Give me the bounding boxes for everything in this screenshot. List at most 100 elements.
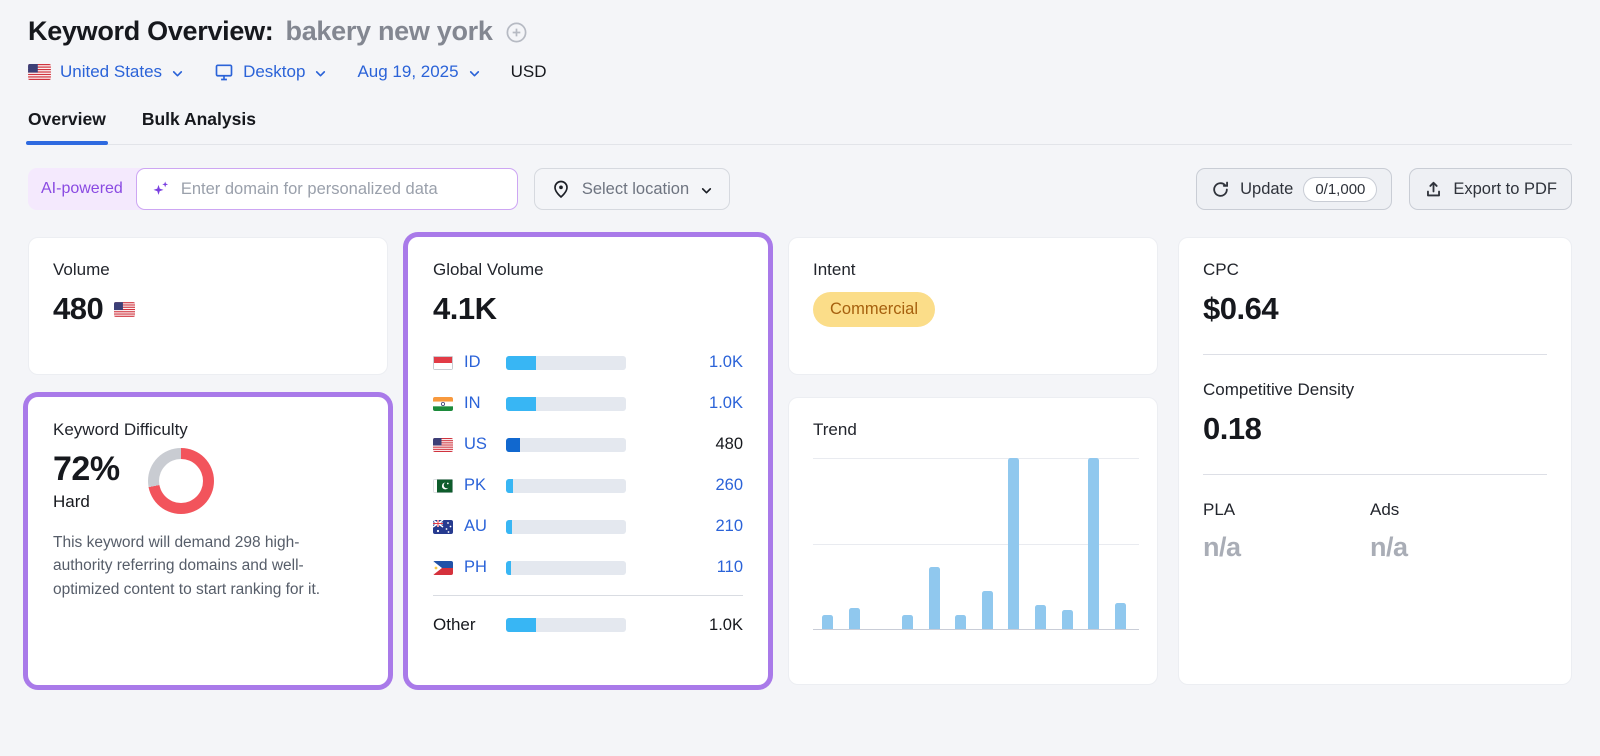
desktop-icon: [214, 62, 234, 82]
page-keyword: bakery new york: [285, 16, 493, 46]
country-code-link[interactable]: PK: [464, 476, 487, 494]
keyword-difficulty-level: Hard: [53, 492, 90, 511]
currency-label: USD: [510, 62, 547, 81]
flag-ph-icon: [433, 560, 453, 575]
trend-bar: [928, 567, 940, 629]
global-volume-row-au: AU 210: [433, 506, 743, 547]
divider: [433, 595, 743, 596]
country-volume-value[interactable]: 1.0K: [709, 353, 743, 371]
country-volume-bar: [506, 355, 626, 370]
trend-bar: [848, 608, 860, 629]
country-code-link[interactable]: US: [464, 435, 487, 453]
other-label: Other: [433, 615, 476, 634]
column-volume: Volume 480 Keyword Difficulty 72% Hard: [28, 237, 388, 685]
domain-input[interactable]: [180, 179, 503, 199]
country-code-link[interactable]: AU: [464, 517, 487, 535]
cpc-card: CPC $0.64 Competitive Density 0.18 PLA n…: [1178, 237, 1572, 685]
global-volume-row-id: ID 1.0K: [433, 342, 743, 383]
trend-bars: [815, 458, 1133, 629]
export-icon: [1424, 180, 1443, 199]
pla-value: n/a: [1203, 532, 1241, 562]
us-flag-icon: [114, 301, 136, 317]
gridline: [813, 544, 1139, 545]
intent-card: Intent Commercial: [788, 237, 1158, 375]
trend-bar: [822, 615, 833, 629]
date-selector-label: Aug 19, 2025: [357, 62, 459, 81]
gridline: [813, 458, 1139, 459]
metrics-grid: Volume 480 Keyword Difficulty 72% Hard: [28, 237, 1572, 685]
volume-title: Volume: [53, 260, 110, 279]
trend-bar: [1088, 458, 1100, 629]
add-keyword-icon[interactable]: [505, 21, 528, 44]
country-code-link[interactable]: PH: [464, 558, 487, 576]
country-volume-bar: [506, 560, 626, 575]
trend-bar: [981, 591, 993, 629]
global-volume-row-pk: PK 260: [433, 465, 743, 506]
update-button[interactable]: Update 0/1,000: [1196, 168, 1393, 210]
us-flag-icon: [28, 64, 51, 80]
select-location-label: Select location: [581, 179, 690, 198]
cpc-value: $0.64: [1203, 291, 1279, 326]
country-volume-value[interactable]: 260: [715, 476, 743, 494]
intent-title: Intent: [813, 260, 856, 279]
column-global-volume: Global Volume 4.1K ID 1.0K IN 1.0K US 480 PK 26…: [408, 237, 768, 685]
trend-chart: [813, 458, 1139, 630]
country-code-link[interactable]: IN: [464, 394, 481, 412]
axis-line: [813, 629, 1139, 630]
refresh-icon: [1211, 180, 1230, 199]
select-location-dropdown[interactable]: Select location: [533, 168, 731, 210]
chevron-down-icon: [700, 184, 713, 197]
flag-in-icon: [433, 396, 453, 411]
pla-block: PLA n/a: [1203, 500, 1370, 563]
tab-overview[interactable]: Overview: [26, 109, 108, 145]
column-intent-trend: Intent Commercial Trend: [788, 237, 1158, 685]
device-selector-label: Desktop: [243, 62, 306, 81]
keyword-difficulty-title: Keyword Difficulty: [53, 420, 188, 439]
country-volume-value[interactable]: 1.0K: [709, 394, 743, 412]
global-volume-rows: ID 1.0K IN 1.0K US 480 PK 260 AU 210 PH 110: [433, 342, 743, 588]
ads-block: Ads n/a: [1370, 500, 1537, 563]
chevron-down-icon: [468, 67, 481, 80]
trend-title: Trend: [813, 420, 857, 439]
country-selector[interactable]: United States: [28, 62, 184, 82]
country-code-link[interactable]: ID: [464, 353, 481, 371]
divider: [1203, 474, 1547, 475]
country-volume-value[interactable]: 210: [715, 517, 743, 535]
keyword-difficulty-card: Keyword Difficulty 72% Hard This keyword…: [28, 397, 388, 685]
trend-bar: [901, 615, 913, 629]
ads-value: n/a: [1370, 532, 1408, 562]
country-volume-bar: [506, 519, 626, 534]
flag-au-icon: [433, 519, 453, 534]
competitive-density-title: Competitive Density: [1203, 380, 1355, 399]
update-quota-badge: 0/1,000: [1303, 176, 1378, 202]
other-bar-fill: [506, 618, 536, 632]
global-volume-row-us: US 480: [433, 424, 743, 465]
export-pdf-button[interactable]: Export to PDF: [1409, 168, 1572, 210]
global-volume-title: Global Volume: [433, 260, 544, 279]
update-label: Update: [1240, 179, 1294, 198]
country-volume-bar: [506, 437, 626, 452]
toolbar: AI-powered Select location Update 0/1,00: [28, 168, 1572, 210]
date-selector[interactable]: Aug 19, 2025: [357, 62, 480, 82]
location-pin-icon: [551, 179, 571, 199]
flag-us-icon: [433, 437, 453, 452]
global-volume-value: 4.1K: [433, 291, 497, 326]
sparkles-icon: [151, 179, 171, 199]
difficulty-donut: [147, 448, 214, 514]
trend-bar: [955, 615, 967, 629]
global-volume-card: Global Volume 4.1K ID 1.0K IN 1.0K US 480 PK 26…: [408, 237, 768, 685]
country-volume-value[interactable]: 110: [716, 558, 743, 576]
tab-bulk-analysis[interactable]: Bulk Analysis: [141, 109, 256, 129]
page-header: Keyword Overview: bakery new york: [28, 16, 1572, 47]
divider: [1203, 354, 1547, 355]
other-volume-bar: [506, 618, 626, 632]
trend-bar: [1035, 605, 1046, 629]
device-selector[interactable]: Desktop: [214, 62, 327, 82]
flag-id-icon: [433, 355, 453, 370]
country-volume-bar: [506, 478, 626, 493]
flag-pk-icon: [433, 478, 453, 493]
global-volume-row-in: IN 1.0K: [433, 383, 743, 424]
global-volume-row-other: Other 1.0K: [433, 603, 743, 647]
volume-value: 480: [53, 291, 104, 326]
country-volume-value: 480: [715, 435, 743, 453]
